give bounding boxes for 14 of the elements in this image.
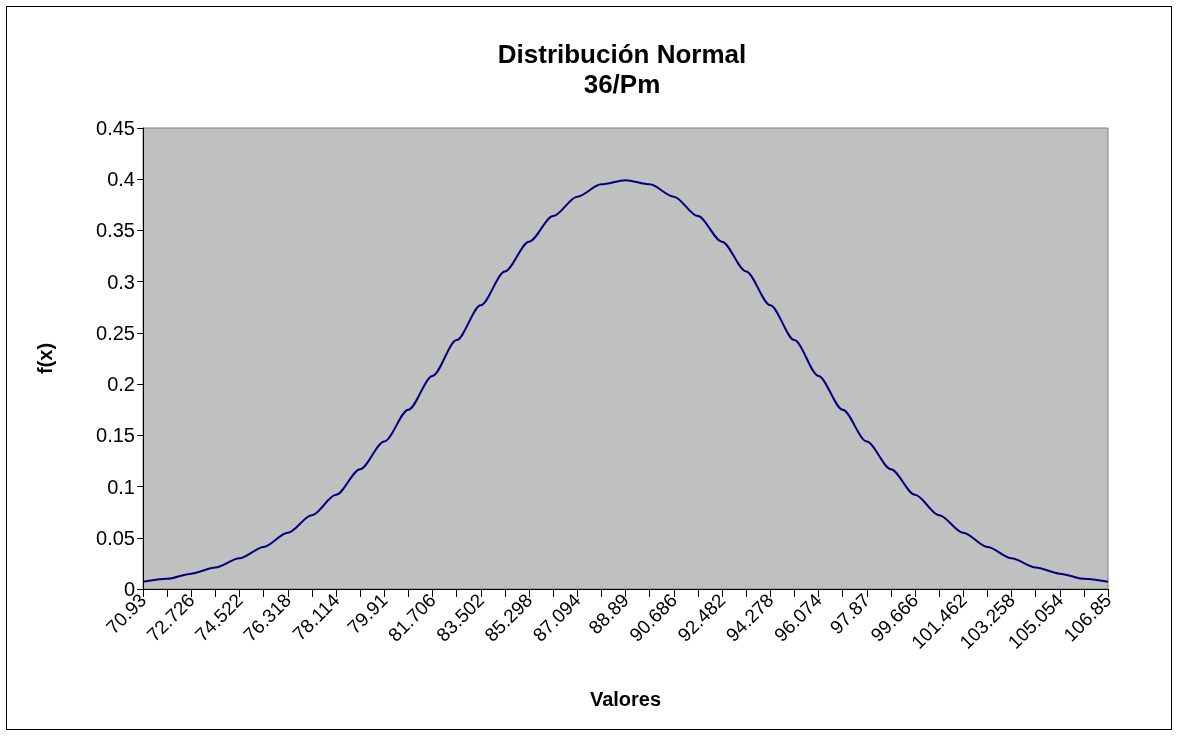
chart-title: Distribución Normal	[497, 39, 747, 69]
y-tick-label: 0.05	[96, 526, 135, 549]
chart-subtitle: 36/Pm	[583, 69, 661, 99]
x-axis-title: Valores	[589, 688, 662, 710]
y-tick-label: 0.2	[107, 373, 135, 396]
y-tick-label: 0.3	[107, 270, 135, 293]
y-tick-label: 0.45	[96, 117, 135, 139]
y-tick-label: 0.25	[96, 321, 135, 344]
y-tick-label: 0.35	[96, 219, 135, 242]
y-tick-label: 0.1	[107, 475, 135, 498]
y-axis-title: f(x)	[34, 342, 56, 375]
y-tick-label: 0.15	[96, 424, 135, 447]
line-series	[142, 179, 1109, 583]
y-tick-label: 0.4	[107, 168, 135, 191]
